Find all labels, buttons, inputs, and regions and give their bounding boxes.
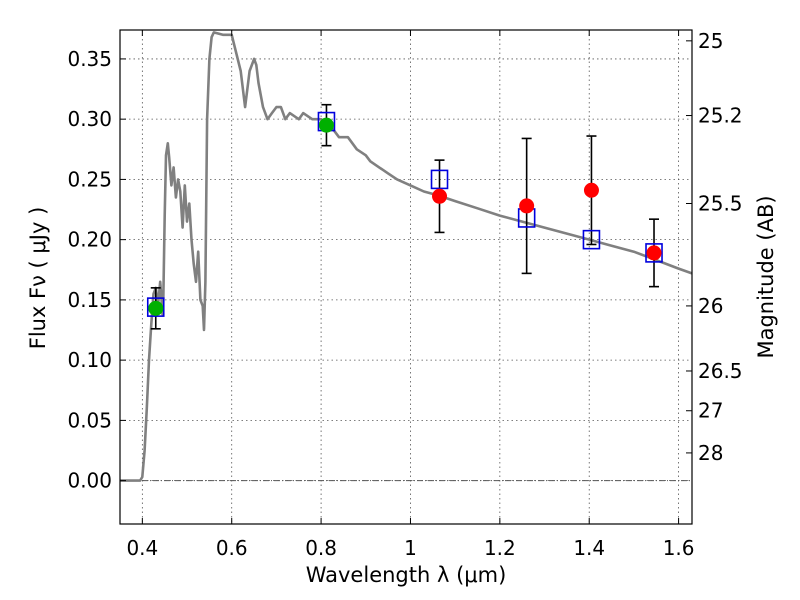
- photometry-point: [148, 300, 164, 316]
- y-tick-label: 0.30: [67, 107, 112, 131]
- y2-tick-label: 26.5: [698, 359, 743, 383]
- y-tick-label: 0.00: [67, 469, 112, 493]
- data-point-layer: [148, 117, 662, 316]
- model-flux-box: [582, 229, 601, 250]
- x-tick-label: 1.4: [573, 536, 605, 560]
- photometry-point: [519, 198, 535, 214]
- model-spectrum-layer: [120, 31, 692, 482]
- model-spectrum-line: [120, 31, 692, 482]
- y2-tick-label: 27: [698, 399, 723, 423]
- photometry-point: [583, 182, 599, 198]
- x-tick-label: 0.4: [126, 536, 158, 560]
- photometry-point: [646, 245, 662, 261]
- x-tick-label: 0.6: [216, 536, 248, 560]
- y-tick-label: 0.35: [67, 47, 112, 71]
- y-ticks: 0.00 0.05 0.10 0.15 0.20 0.25 0.30 0.35: [67, 47, 126, 493]
- y2-tick-label: 25.5: [698, 192, 743, 216]
- y2-ticks: 25 25.2 25.5 26 26.5 27 28: [686, 29, 743, 465]
- y-tick-label: 0.10: [67, 348, 112, 372]
- y2-tick-label: 25: [698, 29, 723, 53]
- y2-tick-label: 25.2: [698, 104, 743, 128]
- y-tick-label: 0.25: [67, 167, 112, 191]
- y-tick-label: 0.15: [67, 288, 112, 312]
- y-tick-label: 0.20: [67, 228, 112, 252]
- y-tick-label: 0.05: [67, 408, 112, 432]
- x-tick-label: 1.2: [484, 536, 516, 560]
- plot-background: [120, 30, 692, 524]
- y2-axis-label: Magnitude (AB): [754, 195, 778, 358]
- x-axis-label: Wavelength λ (μm): [306, 563, 507, 587]
- y2-tick-label: 28: [698, 441, 723, 465]
- photometry-point: [432, 188, 448, 204]
- x-ticks: 0.4 0.6 0.8 1 1.2 1.4 1.6: [126, 30, 695, 560]
- x-tick-label: 0.8: [305, 536, 337, 560]
- plot-frame: [119, 29, 693, 525]
- model-flux-box: [430, 169, 449, 190]
- model-flux-box: [645, 243, 663, 263]
- y-axis-label: Flux Fν ( μJy ): [26, 207, 50, 350]
- y2-tick-label: 26: [698, 294, 723, 318]
- x-tick-label: 1.6: [663, 536, 695, 560]
- model-flux-box: [146, 297, 165, 317]
- x-tick-label: 1: [404, 536, 417, 560]
- photometry-point: [318, 117, 334, 133]
